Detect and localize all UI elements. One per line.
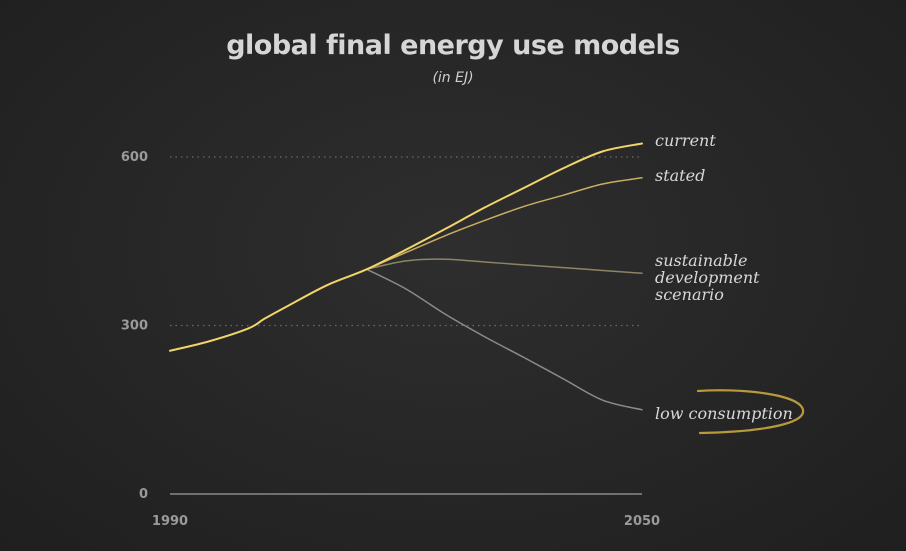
chart-title: global final energy use models: [226, 30, 680, 61]
series-line-1: [365, 177, 643, 271]
y-tick-label-600: 600: [121, 150, 148, 165]
series-line-2: [365, 258, 643, 275]
series-line-0: [169, 142, 643, 352]
x-tick-label-1990: 1990: [152, 514, 188, 529]
series-label-1: stated: [655, 166, 705, 185]
highlight-swoosh: [696, 389, 805, 435]
chart-subtitle: (in EJ): [432, 70, 474, 86]
series-line-3: [365, 268, 643, 411]
x-tick-label-2050: 2050: [624, 514, 660, 529]
y-tick-label-0: 0: [139, 487, 148, 502]
y-tick-label-300: 300: [121, 319, 148, 334]
series-label-3: low consumption: [655, 404, 793, 423]
series-label-2: sustainable development scenario: [655, 251, 760, 304]
series-label-0: current: [655, 131, 716, 150]
